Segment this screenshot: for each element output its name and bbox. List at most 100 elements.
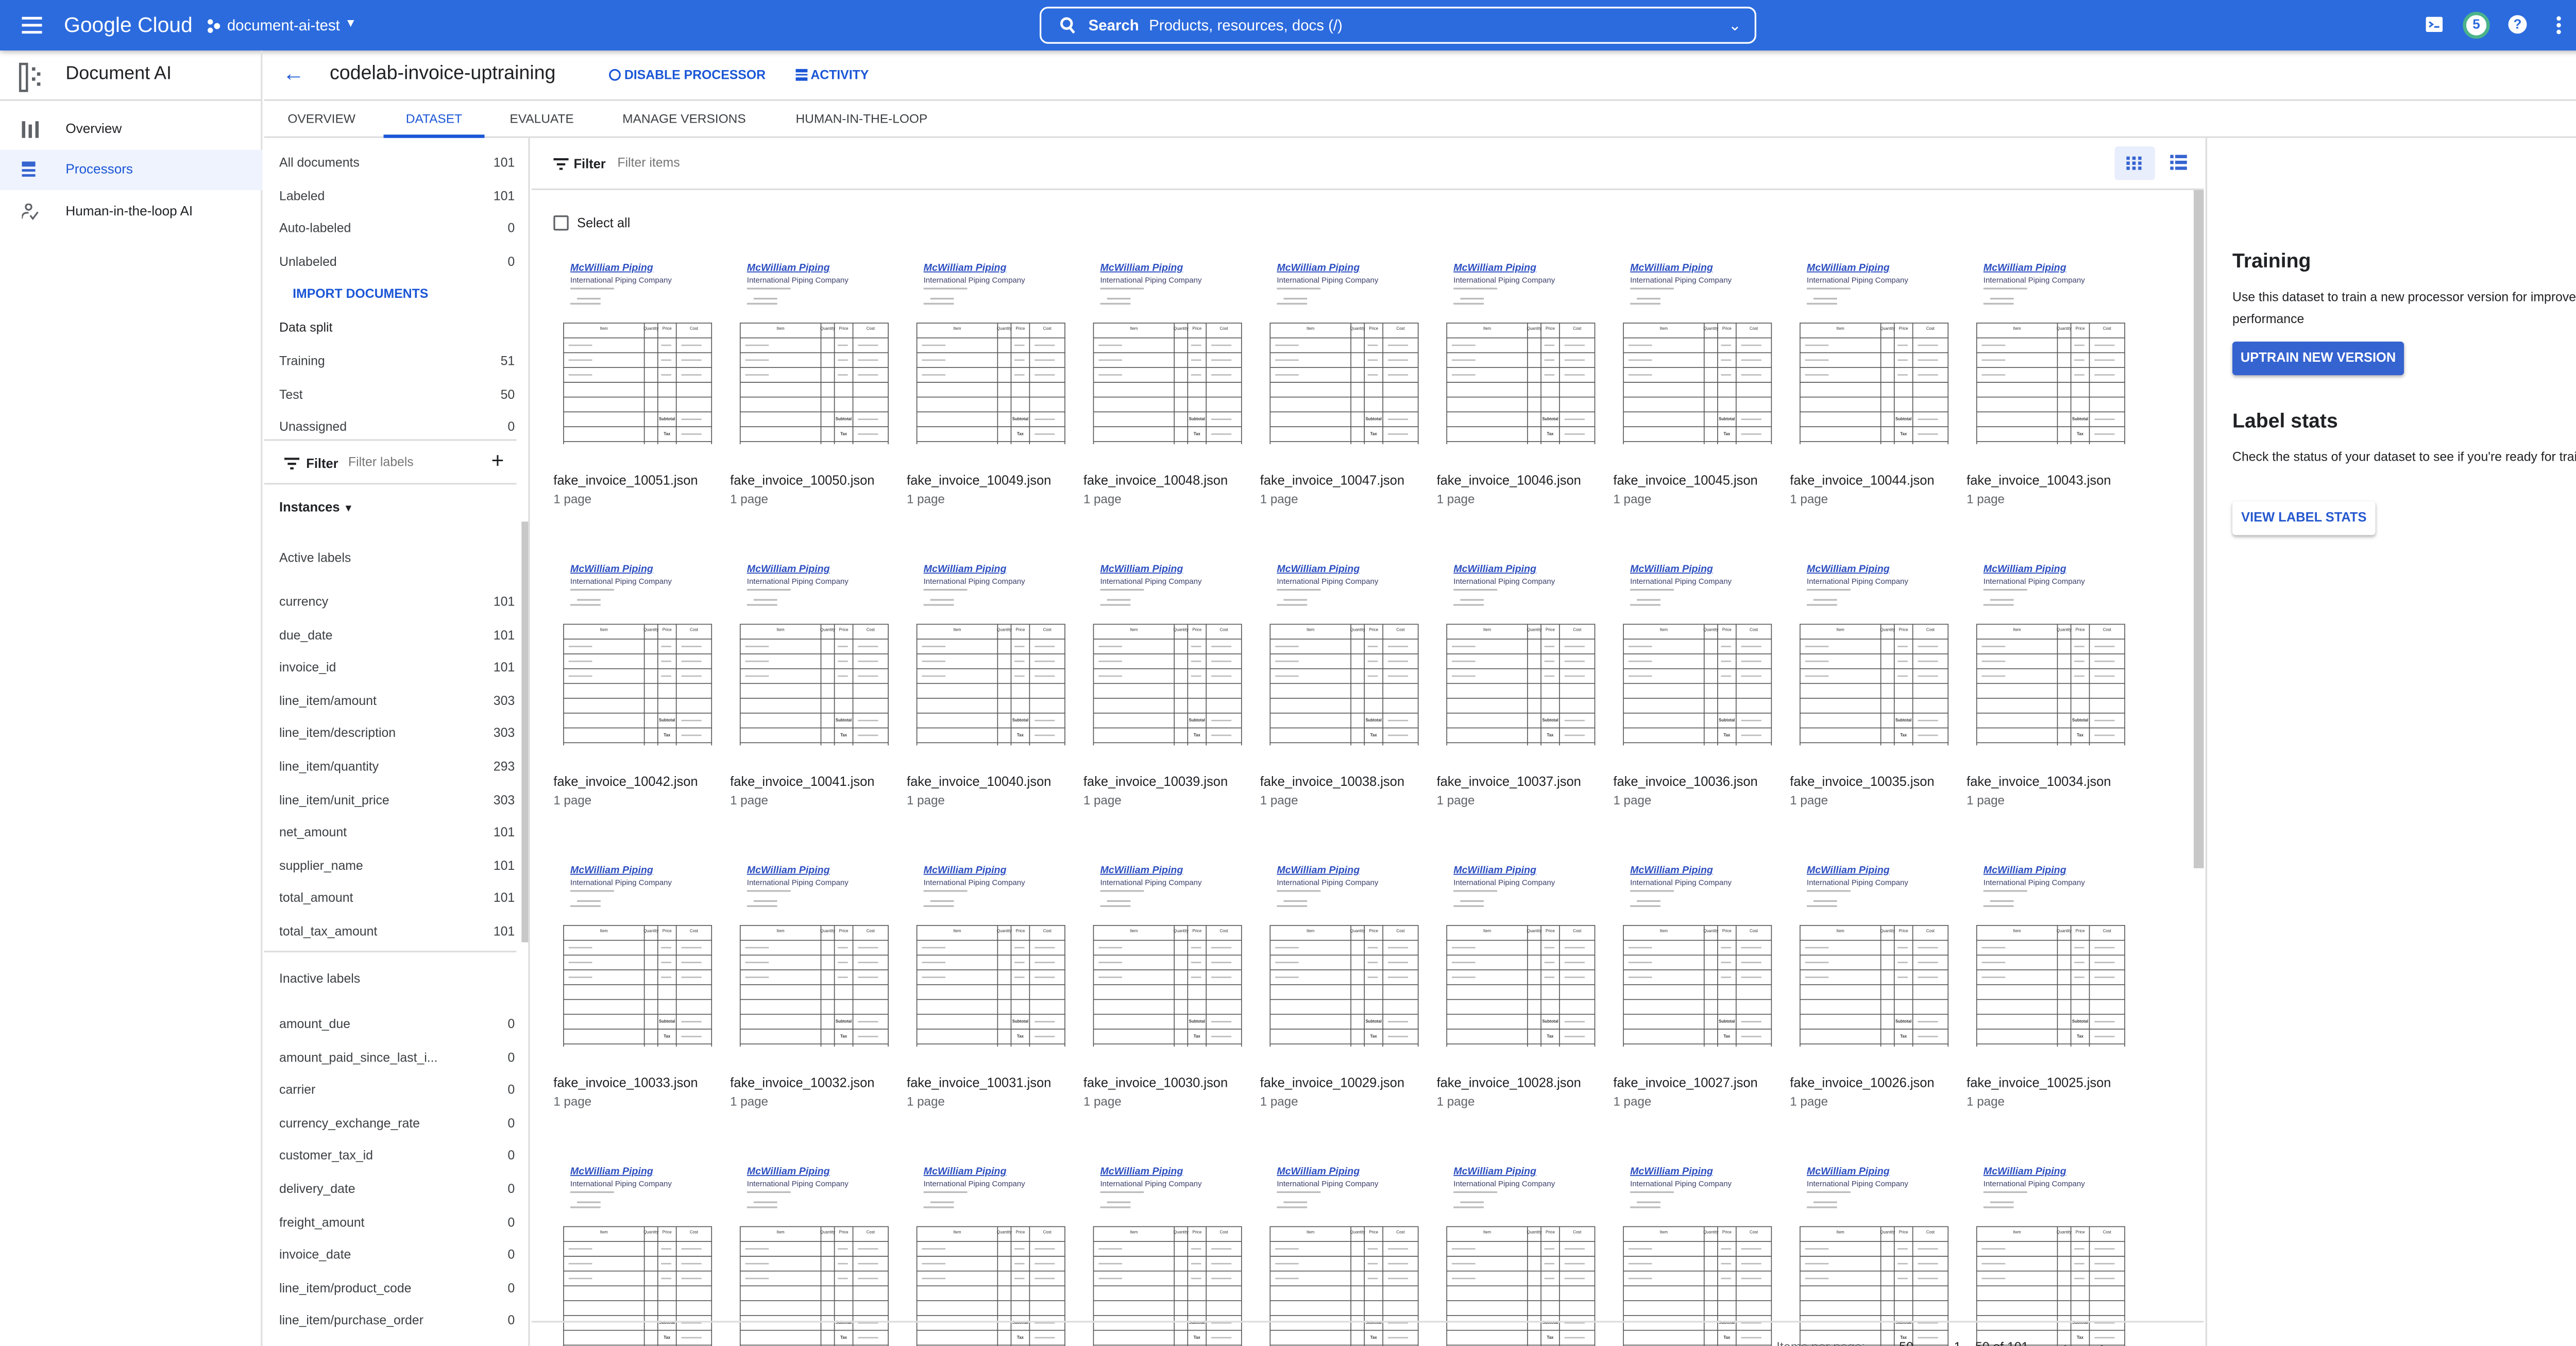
active-label-row[interactable]: total_amount 101 bbox=[279, 887, 515, 911]
items-per-page-select[interactable]: 50 bbox=[1899, 1339, 1913, 1346]
inactive-label-row[interactable]: currency_exchange_rate 0 bbox=[279, 1112, 515, 1136]
document-count-row[interactable]: All documents 101 bbox=[279, 152, 515, 175]
document-card[interactable]: McWilliam Piping International Piping Com… bbox=[1260, 557, 1425, 810]
document-card[interactable]: McWilliam Piping International Piping Com… bbox=[1613, 858, 1778, 1111]
document-card[interactable]: McWilliam Piping International Piping Com… bbox=[553, 1159, 718, 1346]
document-card[interactable]: McWilliam Piping International Piping Com… bbox=[1083, 1159, 1248, 1346]
next-page-icon[interactable]: › bbox=[2100, 1339, 2105, 1346]
document-name[interactable]: fake_invoice_10044.json bbox=[1790, 473, 1935, 488]
document-card[interactable]: McWilliam Piping International Piping Com… bbox=[1083, 557, 1248, 810]
document-name[interactable]: fake_invoice_10026.json bbox=[1790, 1075, 1935, 1090]
document-name[interactable]: fake_invoice_10035.json bbox=[1790, 774, 1935, 789]
document-thumbnail[interactable]: McWilliam Piping International Piping Com… bbox=[1263, 557, 1422, 758]
inactive-label-row[interactable]: carrier 0 bbox=[279, 1079, 515, 1103]
data-split-row[interactable]: Training 51 bbox=[279, 350, 515, 374]
document-name[interactable]: fake_invoice_10030.json bbox=[1083, 1075, 1228, 1090]
active-label-row[interactable]: line_item/amount 303 bbox=[279, 689, 515, 713]
active-label-row[interactable]: supplier_name 101 bbox=[279, 854, 515, 878]
document-thumbnail[interactable]: McWilliam Piping International Piping Com… bbox=[1970, 1159, 2128, 1346]
document-thumbnail[interactable]: McWilliam Piping International Piping Com… bbox=[733, 256, 892, 457]
document-name[interactable]: fake_invoice_10046.json bbox=[1436, 473, 1581, 488]
document-thumbnail[interactable]: McWilliam Piping International Piping Com… bbox=[1087, 557, 1245, 758]
document-card[interactable]: McWilliam Piping International Piping Com… bbox=[1790, 557, 1955, 810]
document-thumbnail[interactable]: McWilliam Piping International Piping Com… bbox=[910, 256, 1069, 457]
document-thumbnail[interactable]: McWilliam Piping International Piping Com… bbox=[1087, 858, 1245, 1059]
document-name[interactable]: fake_invoice_10040.json bbox=[906, 774, 1052, 789]
filter-labels-input[interactable] bbox=[348, 454, 483, 470]
grid-view-button[interactable] bbox=[2114, 146, 2155, 180]
document-name[interactable]: fake_invoice_10031.json bbox=[906, 1075, 1052, 1090]
labels-scrollbar[interactable] bbox=[521, 521, 529, 943]
prev-page-icon[interactable]: ‹ bbox=[2062, 1339, 2066, 1346]
cloud-shell-icon[interactable] bbox=[2426, 16, 2443, 32]
document-card[interactable]: McWilliam Piping International Piping Com… bbox=[553, 858, 718, 1111]
document-name[interactable]: fake_invoice_10051.json bbox=[553, 473, 698, 488]
document-card[interactable]: McWilliam Piping International Piping Com… bbox=[1613, 557, 1778, 810]
tab-human-in-the-loop[interactable]: HUMAN-IN-THE-LOOP bbox=[795, 111, 928, 126]
search-expand-icon[interactable]: ⌄ bbox=[1728, 16, 1741, 34]
document-thumbnail[interactable]: McWilliam Piping International Piping Com… bbox=[1793, 557, 1952, 758]
inactive-label-row[interactable]: customer_tax_id 0 bbox=[279, 1145, 515, 1169]
select-all-checkbox[interactable] bbox=[553, 215, 569, 231]
document-card[interactable]: McWilliam Piping International Piping Com… bbox=[730, 1159, 895, 1346]
nav-item-processors[interactable]: Processors bbox=[0, 149, 263, 190]
document-name[interactable]: fake_invoice_10033.json bbox=[553, 1075, 698, 1090]
document-name[interactable]: fake_invoice_10037.json bbox=[1436, 774, 1581, 789]
document-card[interactable]: McWilliam Piping International Piping Com… bbox=[1967, 256, 2131, 508]
view-label-stats-button[interactable]: VIEW LABEL STATS bbox=[2232, 501, 2376, 535]
document-card[interactable]: McWilliam Piping International Piping Com… bbox=[1967, 858, 2131, 1111]
document-name[interactable]: fake_invoice_10034.json bbox=[1967, 774, 2111, 789]
document-card[interactable]: McWilliam Piping International Piping Com… bbox=[1613, 256, 1778, 508]
tab-evaluate[interactable]: EVALUATE bbox=[510, 111, 574, 126]
document-thumbnail[interactable]: McWilliam Piping International Piping Com… bbox=[556, 858, 715, 1059]
document-card[interactable]: McWilliam Piping International Piping Com… bbox=[553, 256, 718, 508]
document-card[interactable]: McWilliam Piping International Piping Com… bbox=[1790, 1159, 1955, 1346]
document-thumbnail[interactable]: McWilliam Piping International Piping Com… bbox=[1616, 557, 1775, 758]
document-thumbnail[interactable]: McWilliam Piping International Piping Com… bbox=[733, 557, 892, 758]
inactive-label-row[interactable]: amount_paid_since_last_i... 0 bbox=[279, 1046, 515, 1070]
document-card[interactable]: McWilliam Piping International Piping Com… bbox=[1437, 1159, 1602, 1346]
grid-scrollbar[interactable] bbox=[2193, 190, 2204, 868]
list-view-icon[interactable] bbox=[2170, 155, 2187, 170]
document-thumbnail[interactable]: McWilliam Piping International Piping Com… bbox=[1793, 256, 1952, 457]
document-thumbnail[interactable]: McWilliam Piping International Piping Com… bbox=[1793, 1159, 1952, 1346]
document-card[interactable]: McWilliam Piping International Piping Com… bbox=[907, 858, 1072, 1111]
document-name[interactable]: fake_invoice_10043.json bbox=[1967, 473, 2111, 488]
document-thumbnail[interactable]: McWilliam Piping International Piping Com… bbox=[1440, 858, 1599, 1059]
inactive-label-row[interactable]: amount_due 0 bbox=[279, 1013, 515, 1037]
document-name[interactable]: fake_invoice_10028.json bbox=[1436, 1075, 1581, 1090]
document-name[interactable]: fake_invoice_10050.json bbox=[730, 473, 875, 488]
document-card[interactable]: McWilliam Piping International Piping Com… bbox=[1437, 256, 1602, 508]
help-icon[interactable]: ? bbox=[2508, 15, 2527, 34]
document-name[interactable]: fake_invoice_10041.json bbox=[730, 774, 875, 789]
project-selector[interactable]: document-ai-test bbox=[227, 16, 340, 34]
document-card[interactable]: McWilliam Piping International Piping Com… bbox=[730, 858, 895, 1111]
document-card[interactable]: McWilliam Piping International Piping Com… bbox=[1967, 1159, 2131, 1346]
document-name[interactable]: fake_invoice_10029.json bbox=[1260, 1075, 1405, 1090]
activity-button[interactable]: ACTIVITY bbox=[795, 68, 869, 82]
back-arrow-icon[interactable]: ← bbox=[282, 60, 305, 86]
document-count-row[interactable]: Auto-labeled 0 bbox=[279, 217, 515, 241]
active-label-row[interactable]: total_tax_amount 101 bbox=[279, 920, 515, 944]
document-thumbnail[interactable]: McWilliam Piping International Piping Com… bbox=[1263, 1159, 1422, 1346]
document-thumbnail[interactable]: McWilliam Piping International Piping Com… bbox=[910, 858, 1069, 1059]
document-thumbnail[interactable]: McWilliam Piping International Piping Com… bbox=[556, 1159, 715, 1346]
notifications-badge[interactable]: 5 bbox=[2463, 11, 2490, 39]
document-thumbnail[interactable]: McWilliam Piping International Piping Com… bbox=[1263, 858, 1422, 1059]
active-label-row[interactable]: invoice_id 101 bbox=[279, 657, 515, 680]
inactive-label-row[interactable]: line_item/purchase_order 0 bbox=[279, 1310, 515, 1334]
active-label-row[interactable]: line_item/unit_price 303 bbox=[279, 788, 515, 812]
inactive-label-row[interactable]: delivery_date 0 bbox=[279, 1178, 515, 1202]
document-thumbnail[interactable]: McWilliam Piping International Piping Com… bbox=[1087, 256, 1245, 457]
document-card[interactable]: McWilliam Piping International Piping Com… bbox=[1260, 256, 1425, 508]
document-name[interactable]: fake_invoice_10049.json bbox=[906, 473, 1052, 488]
document-card[interactable]: McWilliam Piping International Piping Com… bbox=[1260, 858, 1425, 1111]
document-thumbnail[interactable]: McWilliam Piping International Piping Com… bbox=[1970, 256, 2128, 457]
more-vert-icon[interactable] bbox=[2555, 15, 2562, 35]
inactive-label-row[interactable]: line_item/product_code 0 bbox=[279, 1277, 515, 1301]
data-split-row[interactable]: Test 50 bbox=[279, 383, 515, 407]
active-label-row[interactable]: due_date 101 bbox=[279, 624, 515, 647]
document-count-row[interactable]: Unlabeled 0 bbox=[279, 250, 515, 274]
document-name[interactable]: fake_invoice_10036.json bbox=[1613, 774, 1758, 789]
nav-item-overview[interactable]: Overview bbox=[0, 109, 262, 149]
